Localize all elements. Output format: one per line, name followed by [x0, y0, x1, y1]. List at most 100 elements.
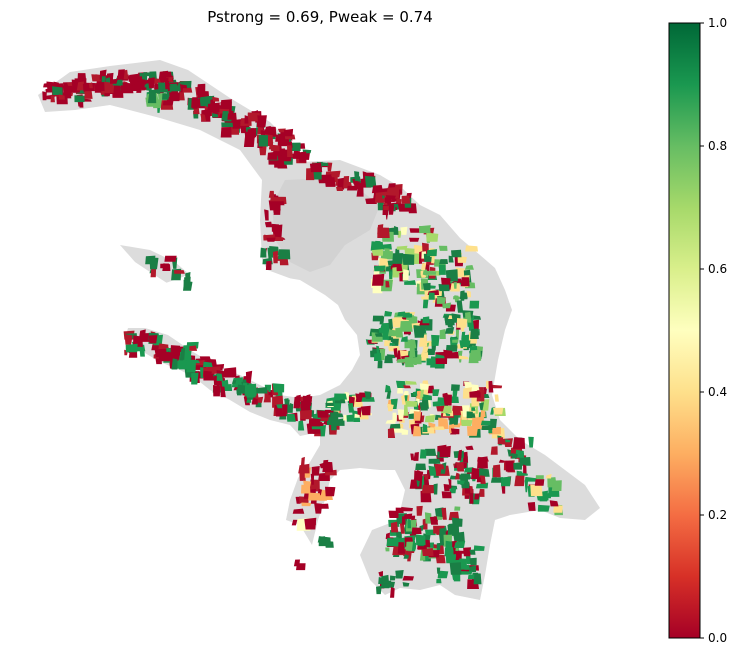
district [465, 245, 478, 252]
district [510, 462, 523, 470]
district [400, 336, 408, 342]
district [524, 476, 537, 482]
district [150, 267, 157, 278]
district [384, 197, 392, 205]
district [463, 381, 473, 389]
district [393, 348, 398, 358]
district [449, 487, 457, 494]
district [308, 492, 322, 501]
district [422, 423, 428, 432]
district [403, 554, 409, 559]
district [436, 578, 442, 584]
district [436, 405, 445, 412]
district [371, 185, 384, 194]
district [469, 557, 477, 566]
bay-area [148, 262, 350, 380]
district [465, 555, 471, 565]
district-polygons [42, 69, 563, 598]
district [160, 263, 169, 269]
district [324, 540, 334, 548]
district [355, 393, 362, 402]
district [375, 240, 381, 247]
district [434, 426, 445, 430]
district [460, 277, 470, 287]
colorbar-tick-label: 0.6 [708, 262, 727, 276]
district [458, 355, 469, 360]
district [212, 96, 220, 102]
district [334, 418, 345, 426]
district [256, 387, 268, 394]
district [445, 327, 455, 334]
district [466, 290, 471, 298]
district [208, 111, 212, 117]
district [422, 242, 429, 255]
district [454, 472, 460, 480]
district [278, 249, 291, 260]
district [385, 547, 390, 552]
district [347, 185, 358, 191]
district [542, 492, 551, 499]
district [311, 466, 320, 476]
district [471, 467, 482, 480]
district [436, 542, 441, 550]
district [260, 247, 267, 258]
district [272, 383, 285, 393]
district [272, 250, 278, 264]
district [405, 400, 418, 407]
district [280, 139, 289, 147]
district [460, 571, 473, 575]
district [236, 384, 248, 394]
district [308, 417, 321, 427]
district [336, 177, 345, 190]
district [414, 470, 424, 481]
district [402, 269, 409, 281]
district [473, 545, 485, 551]
district [110, 78, 118, 84]
district [468, 565, 476, 572]
district [317, 410, 329, 418]
district [385, 280, 390, 288]
district [395, 570, 404, 579]
district [438, 284, 450, 292]
district [473, 573, 482, 585]
district [148, 77, 155, 89]
district [211, 113, 219, 118]
district [419, 449, 427, 459]
district [312, 170, 322, 180]
district [382, 243, 392, 250]
district [475, 482, 489, 489]
district [360, 405, 371, 416]
district [425, 270, 437, 275]
district [296, 563, 306, 571]
district [395, 507, 404, 513]
district [444, 547, 454, 557]
district [441, 491, 452, 499]
district [303, 480, 312, 489]
district [413, 411, 421, 421]
district [445, 345, 458, 352]
district [431, 334, 440, 346]
district [374, 352, 382, 361]
district [281, 404, 288, 414]
district [421, 484, 436, 494]
district [387, 329, 399, 337]
district [397, 387, 404, 394]
district [42, 91, 47, 101]
district [302, 395, 313, 406]
district [438, 245, 448, 251]
district [424, 512, 432, 524]
district [378, 571, 383, 577]
district [227, 113, 235, 120]
district [397, 542, 406, 554]
district [405, 380, 417, 385]
district [246, 387, 256, 398]
district [145, 255, 156, 265]
district [420, 352, 429, 361]
district [528, 436, 534, 448]
district [136, 80, 143, 93]
district [222, 367, 237, 378]
district [523, 464, 527, 476]
district [412, 425, 422, 437]
district [453, 282, 457, 289]
district [185, 272, 191, 279]
